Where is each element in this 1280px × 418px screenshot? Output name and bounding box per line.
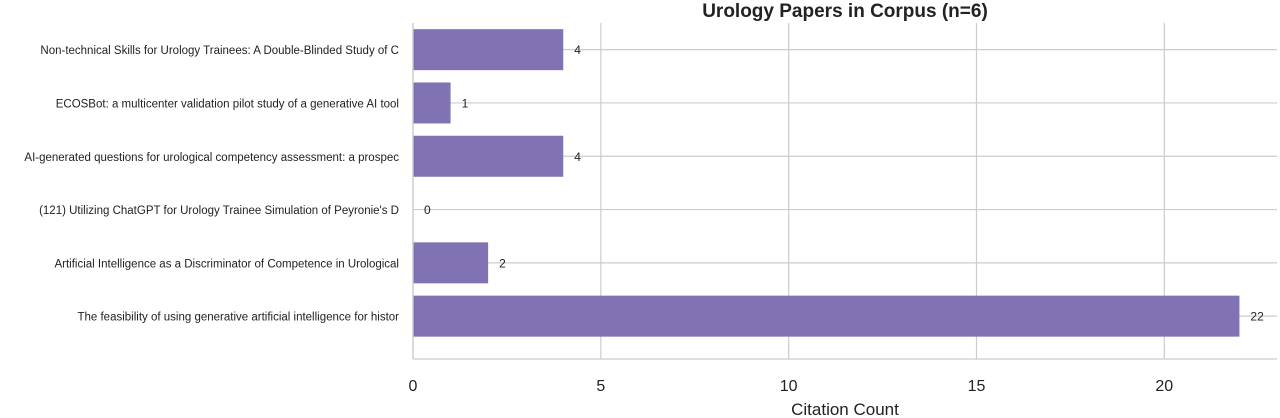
category-label: Artificial Intelligence as a Discriminat… (54, 258, 399, 270)
chart-title: Urology Papers in Corpus (n=6) (702, 1, 988, 22)
x-tick-label: 0 (409, 378, 418, 395)
value-label: 1 (462, 96, 469, 110)
value-label: 4 (574, 43, 581, 57)
category-label: Non-technical Skills for Urology Trainee… (40, 45, 399, 57)
bars (413, 29, 1240, 337)
x-tick-label: 10 (780, 378, 798, 395)
x-axis-label: Citation Count (791, 400, 899, 418)
category-label: (121) Utilizing ChatGPT for Urology Trai… (39, 205, 399, 217)
bar (413, 135, 564, 177)
value-label: 0 (424, 203, 431, 217)
bar (413, 242, 489, 284)
value-label: 2 (499, 256, 506, 270)
x-axis: 0 5 10 15 20 (409, 23, 1277, 395)
bar (413, 82, 451, 124)
category-label: The feasibility of using generative arti… (77, 312, 399, 324)
x-tick-label: 20 (1155, 378, 1173, 395)
bar (413, 29, 564, 71)
category-label: AI-generated questions for urological co… (24, 152, 399, 164)
category-label: ECOSBot: a multicenter validation pilot … (56, 98, 399, 110)
value-label: 22 (1250, 310, 1264, 324)
bar (413, 295, 1240, 337)
category-labels: Non-technical Skills for Urology Trainee… (24, 45, 399, 324)
value-label: 4 (574, 150, 581, 164)
x-tick-label: 5 (596, 378, 605, 395)
x-tick-label: 15 (968, 378, 986, 395)
